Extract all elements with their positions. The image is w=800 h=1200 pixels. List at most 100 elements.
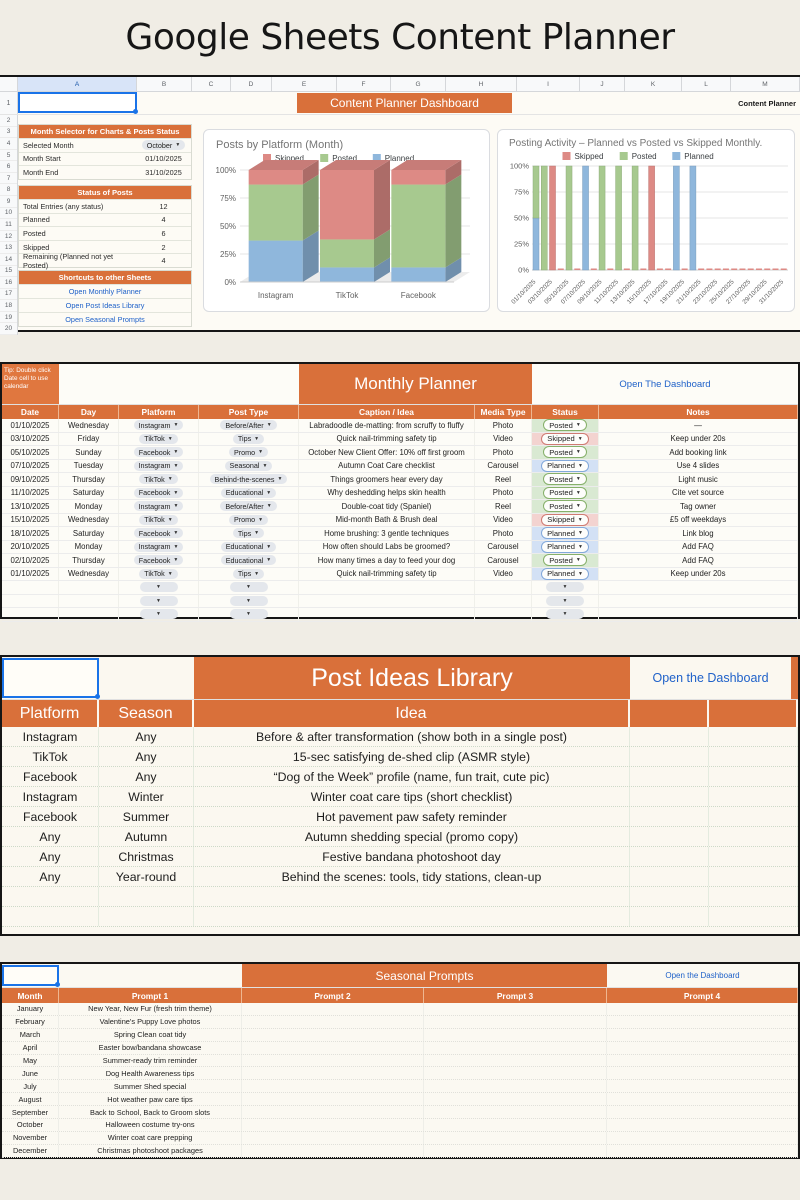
status-dropdown[interactable]: Posted ▼ (543, 419, 587, 432)
row-number[interactable]: 2 (0, 115, 17, 127)
status-dropdown[interactable]: Posted ▼ (543, 446, 587, 459)
column-header-l[interactable]: L (682, 77, 731, 91)
row-number[interactable]: 12 (0, 231, 17, 243)
column-header-i[interactable]: I (517, 77, 580, 91)
prompt-3-cell (424, 1131, 607, 1144)
platform-dropdown[interactable]: Facebook ▼ (133, 528, 184, 539)
zero-marker (574, 268, 581, 270)
post-type-dropdown[interactable]: Educational ▼ (220, 541, 277, 552)
empty-dropdown[interactable]: ▼ (229, 595, 268, 606)
chevron-down-icon: ▼ (254, 530, 260, 537)
open-dashboard-link[interactable]: Open the Dashboard (665, 971, 740, 980)
post-type-dropdown[interactable]: Before/After ▼ (220, 420, 277, 431)
selected-cell[interactable] (2, 965, 60, 987)
row-number[interactable]: 1 (0, 92, 18, 114)
empty-dropdown[interactable]: ▼ (139, 609, 178, 620)
post-type-dropdown[interactable]: Promo ▼ (228, 447, 269, 458)
post-type-dropdown[interactable]: Tips ▼ (232, 433, 265, 444)
row-number[interactable]: 9 (0, 196, 17, 208)
selected-cell-a1[interactable] (18, 92, 138, 114)
column-header-b[interactable]: B (137, 77, 192, 91)
platform-dropdown[interactable]: Facebook ▼ (133, 487, 184, 498)
row-number[interactable]: 17 (0, 289, 17, 301)
column-header-m[interactable]: M (731, 77, 800, 91)
row-number[interactable]: 15 (0, 266, 17, 278)
post-type-dropdown[interactable]: Educational ▼ (220, 555, 277, 566)
empty-status-dropdown[interactable]: ▼ (546, 582, 584, 593)
status-dropdown[interactable]: Posted ▼ (543, 486, 587, 499)
status-value: Planned (547, 569, 575, 579)
column-header-g[interactable]: G (391, 77, 446, 91)
column-header-k[interactable]: K (625, 77, 682, 91)
row-number[interactable]: 7 (0, 173, 17, 185)
row-number[interactable]: 11 (0, 219, 17, 231)
status-dropdown[interactable]: Planned ▼ (541, 567, 589, 580)
post-type-dropdown[interactable]: Before/After ▼ (220, 501, 277, 512)
platform-dropdown[interactable]: Instagram ▼ (133, 541, 184, 552)
platform-dropdown[interactable]: Instagram ▼ (133, 420, 184, 431)
row-number[interactable]: 3 (0, 127, 17, 139)
row-number[interactable]: 5 (0, 150, 17, 162)
empty-dropdown[interactable]: ▼ (229, 582, 268, 593)
row-number[interactable]: 16 (0, 277, 17, 289)
column-header-e[interactable]: E (272, 77, 337, 91)
corner-cell[interactable] (0, 77, 18, 91)
platform-dropdown[interactable]: TikTok ▼ (139, 568, 178, 579)
sheet-shortcut-link[interactable]: Open Post Ideas Library (19, 298, 191, 312)
sheet-shortcut-link[interactable]: Open Seasonal Prompts (19, 312, 191, 326)
selection-handle[interactable] (133, 109, 138, 114)
row-number[interactable]: 19 (0, 312, 17, 324)
platform-dropdown[interactable]: TikTok ▼ (139, 514, 178, 525)
empty-dropdown[interactable]: ▼ (229, 609, 268, 620)
empty-dropdown[interactable]: ▼ (139, 582, 178, 593)
panel-row-label: Skipped (23, 242, 50, 252)
daily-bar-planned (582, 165, 589, 271)
row-number[interactable]: 8 (0, 184, 17, 197)
empty-status-dropdown[interactable]: ▼ (546, 609, 584, 620)
status-dropdown[interactable]: Planned ▼ (541, 527, 589, 540)
row-number[interactable]: 18 (0, 300, 17, 312)
post-type-dropdown[interactable]: Tips ▼ (232, 528, 265, 539)
platform-dropdown[interactable]: TikTok ▼ (139, 474, 178, 485)
status-dropdown[interactable]: Skipped ▼ (541, 432, 589, 445)
row-number[interactable]: 20 (0, 323, 17, 335)
column-header-j[interactable]: J (580, 77, 625, 91)
post-type-dropdown[interactable]: Tips ▼ (232, 568, 265, 579)
month-dropdown[interactable]: October ▼ (141, 140, 186, 151)
column-header-f[interactable]: F (337, 77, 391, 91)
empty-status-dropdown[interactable]: ▼ (546, 595, 584, 606)
caption-cell: Labradoodle de-matting: from scruffy to … (299, 419, 475, 432)
column-header-a[interactable]: A (18, 77, 137, 91)
platform-dropdown[interactable]: Facebook ▼ (133, 447, 184, 458)
status-dropdown[interactable]: Planned ▼ (541, 540, 589, 553)
status-dropdown[interactable]: Posted ▼ (543, 473, 587, 486)
selection-handle[interactable] (55, 982, 60, 987)
platform-dropdown[interactable]: Facebook ▼ (133, 555, 184, 566)
status-dropdown[interactable]: Posted ▼ (543, 500, 587, 513)
column-header-h[interactable]: H (446, 77, 517, 91)
column-header-c[interactable]: C (192, 77, 231, 91)
post-type-dropdown[interactable]: Promo ▼ (228, 514, 269, 525)
selection-handle[interactable] (95, 694, 100, 699)
sheet-shortcut-link[interactable]: Open Monthly Planner (19, 284, 191, 298)
selected-cell[interactable] (2, 658, 100, 699)
blank-cell (709, 727, 798, 746)
status-dropdown[interactable]: Planned ▼ (541, 459, 589, 472)
row-number[interactable]: 13 (0, 242, 17, 254)
status-dropdown[interactable]: Posted ▼ (543, 554, 587, 567)
column-header-d[interactable]: D (231, 77, 272, 91)
open-dashboard-link[interactable]: Open The Dashboard (619, 378, 711, 390)
post-type-dropdown[interactable]: Behind-the-scenes ▼ (209, 474, 288, 485)
row-number[interactable]: 6 (0, 161, 17, 173)
platform-dropdown[interactable]: Instagram ▼ (133, 501, 184, 512)
platform-dropdown[interactable]: TikTok ▼ (139, 433, 178, 444)
platform-dropdown[interactable]: Instagram ▼ (133, 460, 184, 471)
row-number[interactable]: 4 (0, 138, 17, 150)
row-number[interactable]: 10 (0, 208, 17, 220)
empty-dropdown[interactable]: ▼ (139, 595, 178, 606)
status-dropdown[interactable]: Skipped ▼ (541, 513, 589, 526)
post-type-dropdown[interactable]: Educational ▼ (220, 487, 277, 498)
open-dashboard-link[interactable]: Open the Dashboard (652, 671, 769, 685)
row-number[interactable]: 14 (0, 254, 17, 266)
post-type-dropdown[interactable]: Seasonal ▼ (224, 460, 273, 471)
